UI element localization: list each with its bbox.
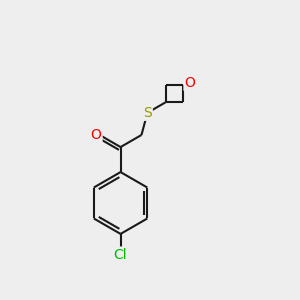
Text: O: O [184, 76, 195, 90]
Text: O: O [91, 128, 102, 142]
Text: Cl: Cl [114, 248, 128, 262]
Text: S: S [143, 106, 152, 120]
